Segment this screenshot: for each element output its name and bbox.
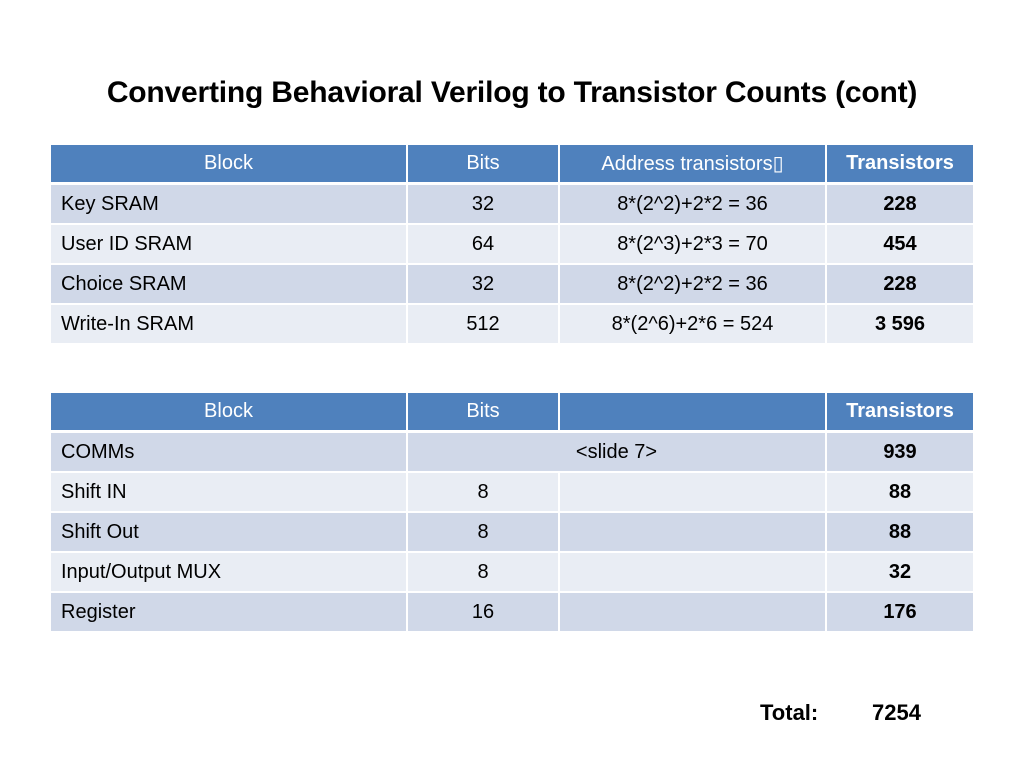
table-row: Key SRAM 32 8*(2^2)+2*2 = 36 228 [51,185,973,225]
header-bits: Bits [408,145,560,185]
cell-bits: 512 [408,305,560,345]
table-row: Input/Output MUX 8 32 [51,553,973,593]
cell-transistors: 88 [827,513,973,553]
cell-address-transistors: 8*(2^2)+2*2 = 36 [560,265,827,305]
cell-address-transistors: 8*(2^6)+2*6 = 524 [560,305,827,345]
header-block: Block [51,393,408,433]
cell-block: Shift Out [51,513,408,553]
header-bits: Bits [408,393,560,433]
cell-transistors: 3 596 [827,305,973,345]
table-row: User ID SRAM 64 8*(2^3)+2*3 = 70 454 [51,225,973,265]
cell-bits: 32 [408,265,560,305]
cell-bits: 64 [408,225,560,265]
cell-block: Key SRAM [51,185,408,225]
cell-bits: 8 [408,473,560,513]
cell-block: User ID SRAM [51,225,408,265]
cell-empty [560,513,827,553]
table-row: COMMs <slide 7> 939 [51,433,973,473]
cell-block: Input/Output MUX [51,553,408,593]
table-row: Shift IN 8 88 [51,473,973,513]
cell-transistors: 939 [827,433,973,473]
cell-block: Shift IN [51,473,408,513]
cell-empty [560,553,827,593]
cell-transistors: 228 [827,265,973,305]
cell-merged-reference: <slide 7> [408,433,827,473]
table-row: Register 16 176 [51,593,973,633]
header-address-transistors: Address transistors▯ [560,145,827,185]
cell-transistors: 454 [827,225,973,265]
cell-transistors: 228 [827,185,973,225]
header-transistors: Transistors [827,393,973,433]
cell-block: Write-In SRAM [51,305,408,345]
cell-transistors: 32 [827,553,973,593]
cell-bits: 16 [408,593,560,633]
header-block: Block [51,145,408,185]
table-header-row: Block Bits Transistors [51,393,973,433]
cell-block: COMMs [51,433,408,473]
cell-bits: 8 [408,513,560,553]
table-row: Write-In SRAM 512 8*(2^6)+2*6 = 524 3 59… [51,305,973,345]
address-transistor-table: Block Bits Address transistors▯ Transist… [51,145,973,345]
header-empty [560,393,827,433]
total-line: Total: 7254 [760,700,921,726]
cell-address-transistors: 8*(2^3)+2*3 = 70 [560,225,827,265]
cell-block: Register [51,593,408,633]
cell-empty [560,593,827,633]
cell-transistors: 176 [827,593,973,633]
cell-bits: 8 [408,553,560,593]
total-value: 7254 [872,700,921,725]
slide-title: Converting Behavioral Verilog to Transis… [106,76,918,109]
header-transistors: Transistors [827,145,973,185]
table-row: Choice SRAM 32 8*(2^2)+2*2 = 36 228 [51,265,973,305]
cell-block: Choice SRAM [51,265,408,305]
cell-empty [560,473,827,513]
logic-transistor-table: Block Bits Transistors COMMs <slide 7> 9… [51,393,973,633]
table-row: Shift Out 8 88 [51,513,973,553]
table-header-row: Block Bits Address transistors▯ Transist… [51,145,973,185]
cell-address-transistors: 8*(2^2)+2*2 = 36 [560,185,827,225]
cell-transistors: 88 [827,473,973,513]
cell-bits: 32 [408,185,560,225]
total-label: Total: [760,700,819,725]
